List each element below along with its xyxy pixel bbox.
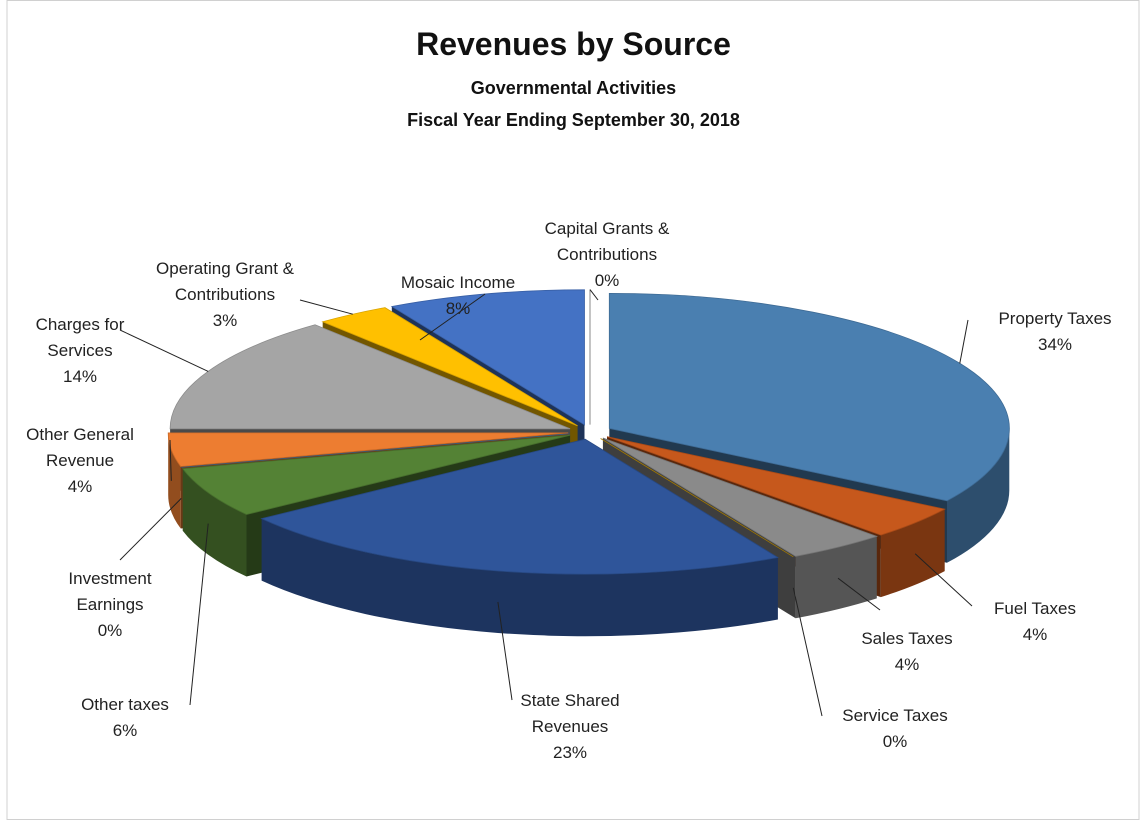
value-label: 4% — [67, 477, 93, 496]
category-label: Other taxes — [81, 695, 169, 714]
value-label: 0% — [882, 732, 908, 751]
slice-side — [795, 536, 877, 619]
category-label: State Shared Revenues — [520, 691, 620, 736]
pie-slice — [181, 433, 569, 468]
leader-line — [589, 289, 599, 301]
value-label: 6% — [112, 721, 138, 740]
value-label: 4% — [894, 655, 920, 674]
category-label: Service Taxes — [842, 706, 948, 725]
slice-side — [182, 468, 247, 577]
slice-side — [168, 432, 181, 529]
category-label: Property Taxes — [998, 309, 1112, 328]
leader-line — [497, 601, 513, 701]
pie-slice — [260, 438, 779, 575]
leader-line — [169, 439, 172, 481]
pie-slice — [181, 434, 571, 515]
pie-slice — [321, 307, 578, 427]
pie-slice — [606, 436, 946, 536]
category-label: Mosaic Income — [400, 273, 516, 292]
value-label: 3% — [212, 311, 238, 330]
slice-label: Mosaic Income 8% — [373, 270, 543, 322]
leader-line — [119, 498, 182, 561]
slice-label: Property Taxes 34% — [970, 306, 1140, 358]
value-label: 0% — [594, 271, 620, 290]
chart-subtitle: Governmental Activities — [470, 78, 677, 98]
category-label: Investment Earnings — [68, 569, 152, 614]
slice-label: Other taxes 6% — [40, 692, 210, 744]
leader-line — [419, 293, 486, 341]
category-label: Other General Revenue — [26, 425, 134, 470]
slice-label: Capital Grants & Contributions 0% — [532, 216, 682, 294]
value-label: 8% — [445, 299, 471, 318]
category-label: Capital Grants & Contributions — [544, 219, 670, 264]
category-label: Fuel Taxes — [994, 599, 1076, 618]
pie-slice — [602, 437, 879, 557]
leader-line — [299, 299, 353, 315]
leader-line — [959, 319, 969, 364]
slice-label: Investment Earnings 0% — [35, 566, 185, 644]
pie-slice — [600, 438, 794, 558]
pie-slice — [167, 432, 569, 467]
category-label: Sales Taxes — [861, 629, 953, 648]
value-label: 0% — [97, 621, 123, 640]
value-label: 23% — [552, 743, 588, 762]
slice-side — [261, 518, 778, 637]
leader-line — [792, 587, 823, 717]
slice-label: Charges for Services 14% — [5, 312, 155, 390]
leader-line — [189, 523, 209, 706]
slice-label: Fuel Taxes 4% — [950, 596, 1120, 648]
leader-line — [119, 329, 209, 372]
leader-line — [837, 577, 881, 611]
category-label: Operating Grant & Contributions — [156, 259, 294, 304]
value-label: 14% — [62, 367, 98, 386]
category-label: Charges for Services — [35, 315, 125, 360]
slice-side — [880, 509, 945, 598]
slice-label: Other General Revenue 4% — [5, 422, 155, 500]
leader-line — [914, 553, 973, 607]
chart-subtitle: Fiscal Year Ending September 30, 2018 — [407, 110, 740, 130]
slice-label: Sales Taxes 4% — [822, 626, 992, 678]
slice-label: Operating Grant & Contributions 3% — [150, 256, 300, 334]
slice-side — [947, 428, 1010, 563]
value-label: 4% — [1022, 625, 1048, 644]
slice-label: State Shared Revenues 23% — [495, 688, 645, 766]
chart-title: Revenues by Source — [416, 26, 731, 62]
slice-label: Service Taxes 0% — [810, 703, 980, 755]
value-label: 34% — [1037, 335, 1073, 354]
